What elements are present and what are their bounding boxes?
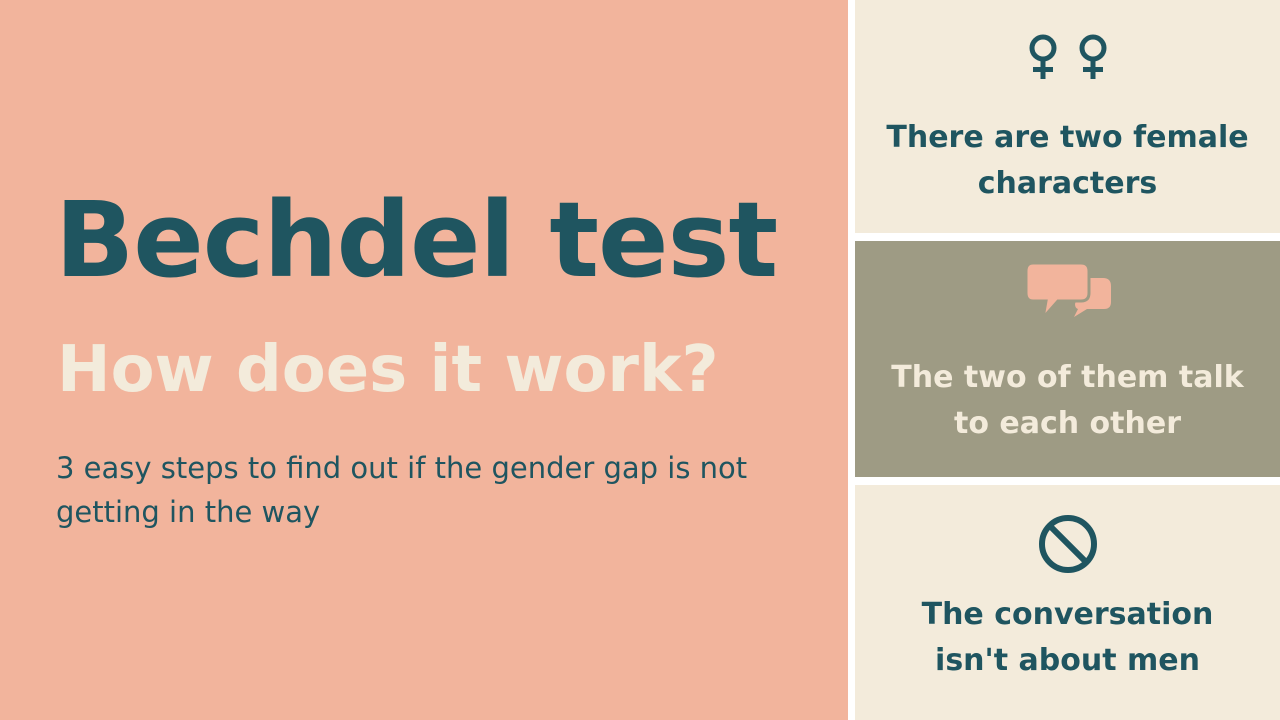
step-3-line-1: The conversation [921, 597, 1214, 632]
intro-panel: Bechdel test How does it work? 3 easy st… [0, 0, 848, 720]
step-card-two-female-characters: There are two female characters [855, 0, 1280, 233]
step-1-line-2: characters [977, 166, 1158, 201]
female-symbols-icon-group [855, 33, 1280, 81]
step-card-not-about-men: The conversation isn't about men [855, 485, 1280, 720]
step-1-text: There are two female characters [855, 115, 1280, 207]
page-subtitle: How does it work? [57, 333, 719, 407]
prohibited-icon [1038, 515, 1097, 573]
page-title: Bechdel test [55, 179, 778, 301]
step-2-line-2: to each other [953, 406, 1182, 441]
step-3-text: The conversation isn't about men [855, 592, 1280, 684]
speech-bubbles-icon [1024, 262, 1111, 320]
step-2-text: The two of them talk to each other [855, 355, 1280, 447]
step-1-line-1: There are two female [886, 120, 1249, 155]
page-description: 3 easy steps to find out if the gender g… [56, 451, 748, 529]
step-2-line-1: The two of them talk [891, 360, 1244, 395]
step-card-talk-to-each-other: The two of them talk to each other [855, 241, 1280, 477]
step-3-line-2: isn't about men [935, 643, 1200, 678]
female-symbol-icon [1029, 34, 1056, 79]
female-symbol-icon [1079, 34, 1106, 79]
